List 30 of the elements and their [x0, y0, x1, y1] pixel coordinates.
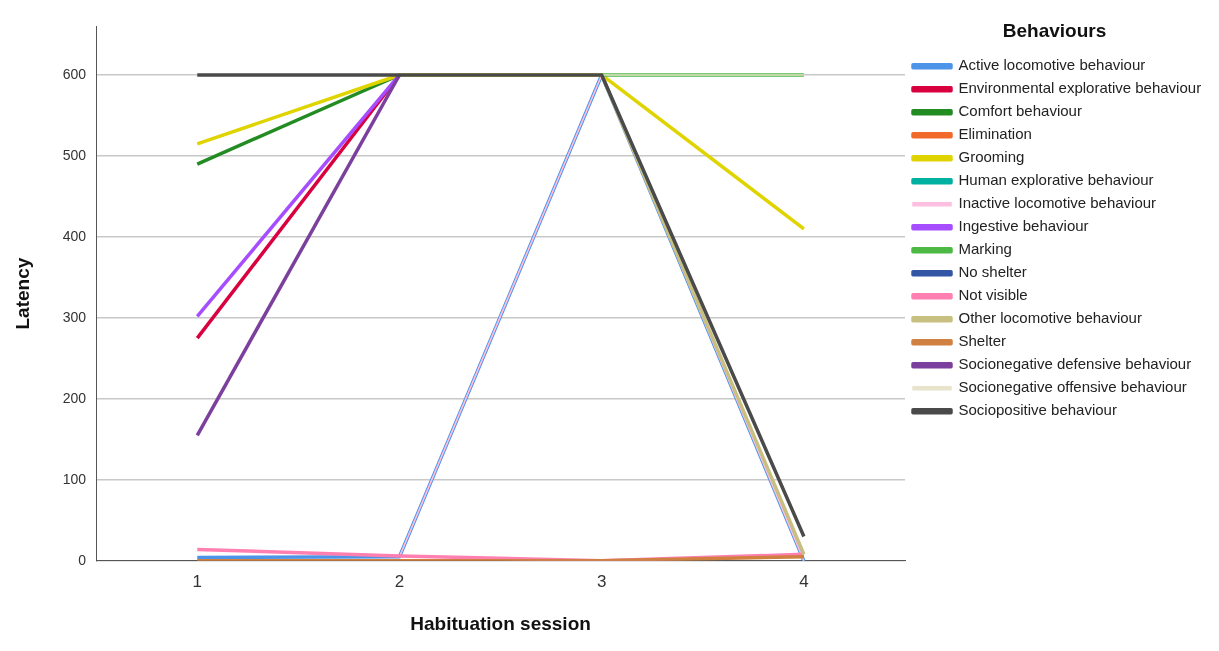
legend-label: No shelter — [958, 263, 1027, 281]
legend-label: Socionegative offensive behaviour — [958, 378, 1187, 396]
legend-label: Human explorative behaviour — [958, 171, 1154, 189]
legend-label: Marking — [958, 240, 1012, 258]
x-tick-label: 1 — [192, 571, 202, 591]
y-tick-label: 500 — [62, 146, 87, 163]
x-tick-label: 3 — [596, 571, 607, 591]
x-tick-label: 4 — [799, 571, 809, 591]
legend-label: Active locomotive behaviour — [958, 56, 1146, 74]
legend-label: Not visible — [958, 286, 1028, 304]
legend-label: Inactive locomotive behaviour — [958, 194, 1157, 212]
legend-label: Other locomotive behaviour — [958, 309, 1142, 327]
legend-label: Elimination — [958, 125, 1032, 143]
legend-label: Environmental explorative behaviour — [958, 79, 1202, 97]
y-tick-label: 200 — [62, 389, 87, 406]
legend-title: Behaviours — [1002, 19, 1107, 41]
legend-label: Ingestive behaviour — [958, 217, 1089, 235]
legend-label: Socionegative defensive behaviour — [958, 355, 1192, 373]
x-axis-title: Habituation session — [410, 612, 591, 634]
legend-label: Grooming — [958, 148, 1025, 166]
x-tick-label: 2 — [394, 571, 405, 591]
y-tick-label: 600 — [62, 65, 87, 82]
y-axis-title: Latency — [11, 257, 33, 330]
legend-label: Comfort behaviour — [958, 102, 1082, 120]
y-tick-label: 400 — [62, 227, 87, 244]
y-tick-label: 0 — [78, 551, 87, 568]
legend-label: Sociopositive behaviour — [958, 401, 1117, 419]
y-tick-label: 100 — [62, 470, 87, 487]
y-tick-label: 300 — [62, 308, 87, 325]
legend-label: Shelter — [958, 332, 1007, 350]
